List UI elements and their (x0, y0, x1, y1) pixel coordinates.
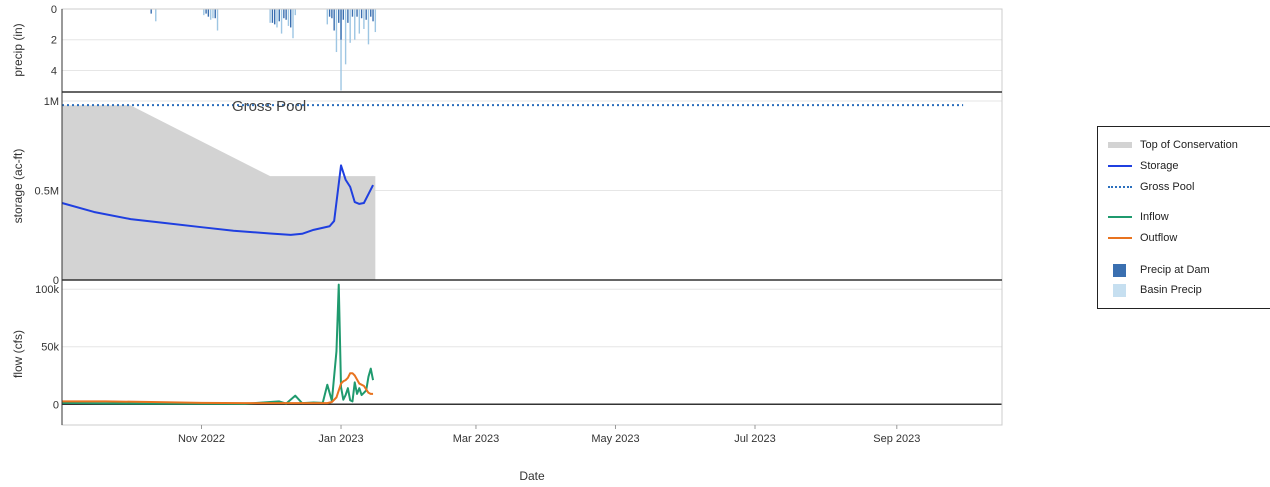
precip-tick-label: 2 (51, 35, 57, 47)
precip-tick-label: 0 (51, 4, 57, 16)
legend-swatch-square (1113, 283, 1126, 297)
legend-swatch-line (1108, 216, 1132, 218)
x-axis: Nov 2022 Jan 2023 Mar 2023 May 2023 Jul 2023… (178, 425, 920, 445)
dam-precip-bar (207, 9, 210, 17)
basin-precip-bar (344, 9, 347, 65)
legend: Top of Conservation Storage Gross Pool I… (1097, 126, 1270, 309)
flow-tick-label: 50k (41, 342, 59, 354)
dam-precip-bar (338, 9, 340, 23)
legend-label: Top of Conservation (1140, 139, 1238, 151)
storage-tick-label: 0 (53, 275, 59, 287)
inflow-line (61, 283, 375, 405)
basin-precip-bar (276, 9, 278, 28)
basin-precip-bar (269, 9, 271, 23)
dam-precip-bar (351, 9, 354, 17)
basin-precip-bar (287, 9, 290, 26)
legend-label: Precip at Dam (1140, 264, 1210, 276)
dam-precip-bar (333, 9, 335, 31)
precip-axis-title: precip (in) (11, 23, 25, 76)
legend-item-outflow[interactable]: Outflow (1108, 230, 1177, 246)
dam-precip-bar (370, 9, 372, 17)
dam-precip-bar (331, 9, 333, 19)
dam-precip-bar (347, 9, 349, 23)
basin-precip-bar (216, 9, 219, 31)
dam-precip-bar (278, 9, 280, 22)
legend-label: Storage (1140, 160, 1179, 172)
basin-precip-bar (340, 9, 342, 91)
precip-plot-area (62, 9, 1002, 92)
basin-precip-bar (203, 9, 205, 16)
legend-label: Basin Precip (1140, 284, 1202, 296)
basin-precip-bar (354, 9, 356, 40)
dam-precip-bar (365, 9, 367, 20)
legend-item-precip-at-dam[interactable]: Precip at Dam (1108, 262, 1210, 278)
dam-precip-bar (342, 9, 345, 20)
dam-precip-bar (285, 9, 287, 20)
gross-pool-annotation: Gross Pool (232, 98, 306, 115)
flow-tick-label: 100k (35, 284, 59, 296)
legend-item-storage[interactable]: Storage (1108, 158, 1179, 174)
panel-frames (61, 8, 1003, 426)
basin-precip-bar (212, 9, 214, 19)
x-tick-label: May 2023 (591, 433, 639, 445)
dam-precip-bar (328, 9, 331, 17)
legend-item-gross-pool[interactable]: Gross Pool (1108, 179, 1194, 195)
x-tick-label: Jan 2023 (318, 433, 363, 445)
basin-precip-bar (155, 9, 157, 22)
dam-precip-bar (290, 9, 292, 28)
legend-swatch-square (1113, 263, 1126, 277)
basin-precip-bar (349, 9, 351, 43)
outflow-line (62, 372, 374, 405)
precip-tick-label: 4 (51, 65, 57, 77)
basin-precip-bar (363, 9, 365, 29)
basin-precip-bar (292, 9, 294, 39)
basin-precip-bar (294, 9, 296, 16)
dam-precip-bar (271, 9, 274, 23)
dam-precip-bar (205, 9, 207, 14)
basin-precip-bar (280, 9, 283, 34)
basin-precip-bar (335, 9, 338, 53)
flow-tick-label: 0 (53, 399, 59, 411)
x-tick-label: Mar 2023 (453, 433, 499, 445)
legend-label: Outflow (1140, 232, 1178, 244)
precip-panel: 0 2 4 precip (in) (11, 4, 1002, 92)
basin-precip-bar (326, 9, 329, 25)
basin-precip-bar (367, 9, 370, 45)
legend-item-inflow[interactable]: Inflow (1108, 209, 1169, 225)
basin-precip-bar (358, 9, 361, 34)
storage-panel: 0 0.5M 1M Gross Pool storage (ac-ft) (11, 96, 1002, 287)
dam-precip-bar (283, 9, 285, 19)
flow-axis-title: flow (cfs) (11, 330, 25, 378)
storage-line (61, 164, 374, 236)
storage-tick-label: 1M (44, 96, 59, 108)
legend-swatch-area (1108, 142, 1132, 148)
dam-precip-bar (372, 9, 374, 22)
dam-precip-bar (340, 9, 342, 40)
x-tick-label: Sep 2023 (873, 433, 920, 445)
x-tick-label: Nov 2022 (178, 433, 225, 445)
basin-precip-bar (374, 9, 377, 33)
legend-item-basin-precip[interactable]: Basin Precip (1108, 282, 1202, 298)
legend-label: Gross Pool (1140, 181, 1195, 193)
flow-panel: 0 50k 100k flow (cfs) (11, 283, 1002, 411)
x-tick-label: Jul 2023 (734, 433, 776, 445)
dam-precip-bar (150, 9, 152, 14)
legend-item-top-of-conservation[interactable]: Top of Conservation (1108, 137, 1238, 153)
top-of-conservation-area (62, 105, 376, 280)
basin-precip-bar (209, 9, 212, 20)
storage-axis-title: storage (ac-ft) (11, 149, 25, 224)
legend-label: Inflow (1140, 211, 1169, 223)
legend-swatch-dotted (1108, 186, 1132, 188)
dam-precip-bar (356, 9, 358, 17)
storage-tick-label: 0.5M (35, 185, 59, 197)
dam-precip-bar (274, 9, 276, 25)
dam-precip-bar (360, 9, 363, 19)
x-axis-title: Date (519, 469, 545, 483)
dam-precip-bar (214, 9, 216, 19)
legend-swatch-line (1108, 165, 1132, 167)
legend-swatch-line (1108, 237, 1132, 239)
